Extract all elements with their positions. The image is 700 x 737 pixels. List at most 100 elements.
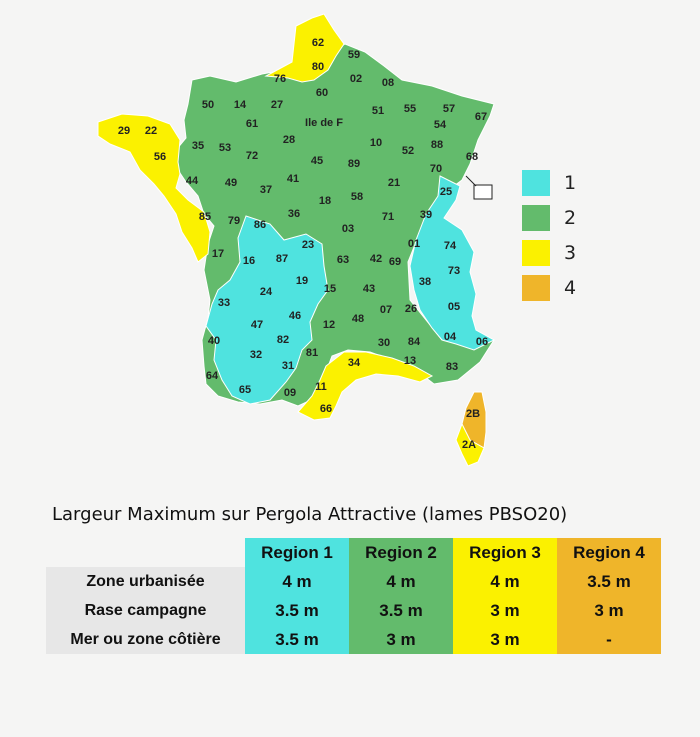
- department-label: 83: [446, 361, 458, 373]
- legend-item-1: 1: [522, 165, 576, 200]
- department-label: 24: [260, 286, 273, 298]
- cell: 3 m: [453, 596, 557, 625]
- department-label: 84: [408, 336, 421, 348]
- department-label: 48: [352, 313, 364, 325]
- dept-90-leader: [465, 175, 477, 187]
- legend-label-1: 1: [564, 171, 577, 194]
- cell: 3.5 m: [557, 567, 661, 596]
- department-label: 81: [306, 347, 318, 359]
- legend-label-2: 2: [564, 206, 577, 229]
- department-label: 08: [382, 77, 394, 89]
- department-label: 74: [444, 240, 457, 252]
- department-label: 57: [443, 103, 455, 115]
- department-label: 36: [288, 208, 300, 220]
- region-3-brittany: [97, 113, 211, 263]
- department-label: 01: [408, 238, 420, 250]
- department-label: 2B: [466, 408, 480, 420]
- department-label: 05: [448, 301, 460, 313]
- region-1-west: [205, 215, 329, 405]
- department-label: 47: [251, 319, 263, 331]
- region-3-north: [264, 13, 345, 83]
- cell: 3.5 m: [245, 596, 349, 625]
- department-label: 89: [348, 158, 360, 170]
- header-region-3: Region 3: [453, 538, 557, 567]
- department-label: 31: [282, 360, 294, 372]
- department-label: 23: [302, 239, 314, 251]
- department-label: 12: [323, 319, 335, 331]
- cell: 3 m: [557, 596, 661, 625]
- department-label: 41: [287, 173, 299, 185]
- table-row: Mer ou zone côtière 3.5 m 3 m 3 m -: [46, 625, 661, 654]
- header-region-2: Region 2: [349, 538, 453, 567]
- map-legend: 1 2 3 4: [522, 165, 576, 305]
- cell: 3.5 m: [349, 596, 453, 625]
- department-label: 58: [351, 191, 363, 203]
- department-label: 2A: [462, 439, 476, 451]
- department-label: 59: [348, 49, 360, 61]
- header-region-1: Region 1: [245, 538, 349, 567]
- department-label: 68: [466, 151, 478, 163]
- department-label: 33: [218, 297, 230, 309]
- legend-swatch-2: [522, 204, 550, 231]
- department-label: 54: [434, 119, 447, 131]
- department-label: 30: [378, 337, 390, 349]
- department-label: 04: [444, 331, 457, 343]
- department-label: 26: [405, 303, 417, 315]
- cell: 4 m: [245, 567, 349, 596]
- row-label: Zone urbanisée: [46, 567, 245, 596]
- table-row: Zone urbanisée 4 m 4 m 4 m 3.5 m: [46, 567, 661, 596]
- cell: 4 m: [349, 567, 453, 596]
- department-label: Ile de F: [305, 117, 343, 129]
- legend-swatch-4: [522, 274, 550, 301]
- department-label: 34: [348, 357, 361, 369]
- department-label: 09: [284, 387, 296, 399]
- cell: 3 m: [349, 625, 453, 654]
- table-row: Rase campagne 3.5 m 3.5 m 3 m 3 m: [46, 596, 661, 625]
- legend-label-3: 3: [564, 241, 577, 264]
- corsica-2a: [455, 422, 485, 467]
- department-label: 28: [283, 134, 295, 146]
- department-label: 40: [208, 335, 220, 347]
- department-label: 64: [206, 370, 219, 382]
- department-label: 62: [312, 37, 324, 49]
- cell: -: [557, 625, 661, 654]
- france-region-map: 62 59 80 76 60 02 08 50 14 27 51 55 57 67 29 22 61 Ile de…: [97, 13, 496, 467]
- department-label: 44: [186, 175, 199, 187]
- legend-item-2: 2: [522, 200, 576, 235]
- department-label: 16: [243, 255, 255, 267]
- legend-item-3: 3: [522, 235, 576, 270]
- department-label: 87: [276, 253, 288, 265]
- department-label: 66: [320, 403, 332, 415]
- department-label: 03: [342, 223, 354, 235]
- width-table: Region 1 Region 2 Region 3 Region 4 Zone…: [46, 538, 661, 654]
- legend-swatch-1: [522, 169, 550, 196]
- department-label: 15: [324, 283, 336, 295]
- department-label: 76: [274, 73, 286, 85]
- department-label: 53: [219, 142, 231, 154]
- department-label: 82: [277, 334, 289, 346]
- department-label: 29: [118, 125, 130, 137]
- department-label: 39: [420, 209, 432, 221]
- region-3-south: [297, 351, 434, 421]
- department-label: 07: [380, 304, 392, 316]
- legend-item-4: 4: [522, 270, 576, 305]
- department-label: 65: [239, 384, 251, 396]
- dept-90-box: [473, 184, 493, 200]
- cell: 3 m: [453, 625, 557, 654]
- row-label: Rase campagne: [46, 596, 245, 625]
- department-label: 55: [404, 103, 416, 115]
- department-label: 02: [350, 73, 362, 85]
- department-label: 73: [448, 265, 460, 277]
- legend-label-4: 4: [564, 276, 577, 299]
- cell: 4 m: [453, 567, 557, 596]
- department-label: 80: [312, 61, 324, 73]
- cell: 3.5 m: [245, 625, 349, 654]
- department-label: 18: [319, 195, 331, 207]
- table-corner: [46, 538, 245, 567]
- department-label: 50: [202, 99, 214, 111]
- department-label: 79: [228, 215, 240, 227]
- row-label: Mer ou zone côtière: [46, 625, 245, 654]
- department-label: 22: [145, 125, 157, 137]
- department-label: 88: [431, 139, 443, 151]
- department-label: 61: [246, 118, 258, 130]
